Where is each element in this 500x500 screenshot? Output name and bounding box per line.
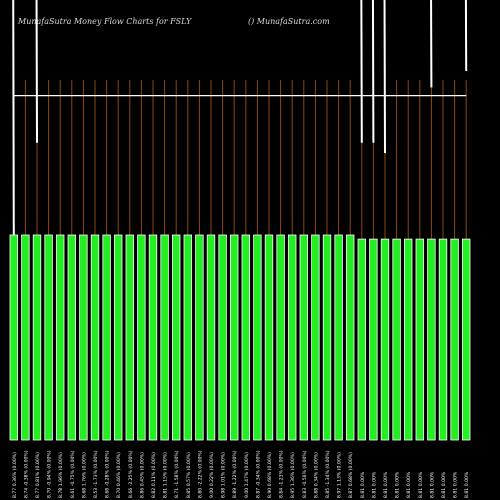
bar [276, 234, 285, 441]
x-tick-label: 8.74 -0.38% (0.00%) [23, 450, 29, 498]
flow-spike [35, 0, 38, 143]
bar [345, 234, 355, 441]
x-tick-labels: 8.77 0.36% (0.00%) 8.74 -0.38% (0.00%) 8.7… [12, 450, 470, 498]
x-tick-label: 8.53 -1.73% (0.00%) [93, 450, 99, 498]
bar [125, 234, 134, 441]
x-tick-label: 8.81 0.00% [429, 471, 435, 498]
bar [148, 234, 158, 441]
x-tick-label: 8.71 -1.58% (0.00%) [174, 450, 180, 498]
bar [114, 234, 123, 441]
chart-title: MunafaSutra Money Flow Charts for FSLY [18, 17, 192, 26]
x-tick-label: 8.81 0.00% [360, 471, 366, 498]
x-tick-label: 8.81 0.00% [441, 471, 447, 498]
x-tick-label: 8.81 0.00% [371, 471, 377, 498]
bar-series [9, 234, 471, 441]
flow-spike [371, 0, 375, 143]
flow-spike [360, 0, 363, 143]
bar [241, 234, 250, 441]
x-tick-label: 8.77 0.81% (0.00%) [35, 452, 41, 498]
bar [218, 234, 227, 441]
bar [32, 234, 42, 441]
bar [137, 234, 146, 441]
bar [195, 234, 204, 441]
x-tick-label: 8.89 -1.22% (0.00%) [232, 450, 238, 498]
bar [264, 234, 274, 441]
x-tick-label: 8.70 -0.94% (0.00%) [47, 450, 53, 498]
bar [322, 234, 332, 441]
x-tick-label: 8.81 0.00% [464, 471, 470, 498]
x-tick-label: 8.68 -0.28% (0.00%) [105, 450, 111, 498]
bar [357, 238, 366, 441]
bar [90, 234, 100, 441]
bar [56, 234, 65, 441]
flow-line-series [12, 0, 468, 236]
bar [369, 238, 378, 441]
x-tick-label: 8.80 -2.22% (0.00%) [197, 450, 203, 498]
bar [44, 234, 53, 441]
bar [450, 238, 459, 441]
x-tick-label: 8.82 0.11% (0.00%) [151, 452, 157, 498]
x-tick-label: 8.81 0.00% [406, 471, 412, 498]
bar [415, 238, 424, 441]
x-tick-label: 8.66 -2.25% (0.00%) [128, 450, 134, 498]
x-tick-label: 8.83 -0.56% (0.00%) [302, 450, 308, 498]
x-tick-label: 8.87 -0.34% (0.00%) [255, 450, 261, 498]
bar [287, 234, 297, 441]
bar [311, 234, 320, 441]
watermark: () MunafaSutra.com [248, 17, 330, 26]
bar [334, 234, 343, 441]
x-tick-label: 8.88 0.34% (0.00%) [313, 452, 319, 498]
x-tick-label: 8.90 0.68% (0.00%) [267, 452, 273, 498]
bar [206, 234, 216, 441]
flow-spike [383, 0, 386, 154]
bar [79, 234, 88, 441]
x-tick-label: 9.00 0.22% (0.00%) [209, 452, 215, 498]
bar [403, 238, 413, 441]
x-tick-label: 8.81 0.00% [395, 471, 401, 498]
x-tick-label: 8.97 1.13% (0.00%) [337, 452, 343, 498]
x-tick-label: 8.86 0.45% (0.00%) [139, 452, 145, 498]
x-tick-label: 8.85 -1.34% (0.00%) [325, 450, 331, 498]
bar [21, 234, 30, 441]
x-tick-label: 8.95 1.36% (0.00%) [290, 452, 296, 498]
x-tick-label: 9.00 1.47% (0.00%) [244, 452, 250, 498]
x-tick-label: 8.87 0.68% (0.00%) [348, 452, 354, 498]
x-tick-label: 8.84 -1.23% (0.00%) [279, 450, 285, 498]
bar [67, 234, 76, 441]
x-tick-label: 8.70 0.46% (0.00%) [116, 452, 122, 498]
bar [380, 238, 390, 441]
flow-spike [12, 0, 15, 236]
x-tick-label: 8.81 0.00% [418, 471, 424, 498]
x-tick-label: 8.81 1.15% (0.00%) [163, 452, 169, 498]
bar [9, 234, 18, 441]
bar [183, 234, 192, 441]
x-tick-label: 8.61 -0.75% (0.00%) [70, 450, 76, 498]
bar [427, 238, 436, 441]
bar [438, 238, 448, 441]
x-tick-label: 8.81 0.00% [453, 471, 459, 498]
bar [392, 238, 401, 441]
x-tick-label: 8.68 1.76% (0.00%) [81, 452, 87, 498]
x-tick-label: 8.81 0.00% [383, 471, 389, 498]
x-tick-label: 8.78 1.96% (0.00%) [58, 452, 64, 498]
bar [253, 234, 262, 441]
x-tick-label: 8.77 0.36% (0.00%) [12, 452, 18, 498]
bar [102, 234, 111, 441]
bar [171, 234, 181, 441]
flow-spike [430, 0, 433, 88]
bar [461, 238, 471, 441]
x-tick-label: 8.85 0.57% (0.00%) [186, 452, 192, 498]
flow-spike [464, 0, 468, 72]
x-tick-label: 8.98 1.01% (0.00%) [221, 452, 227, 498]
bar [229, 234, 239, 441]
bar [160, 234, 169, 441]
bar [299, 234, 308, 441]
